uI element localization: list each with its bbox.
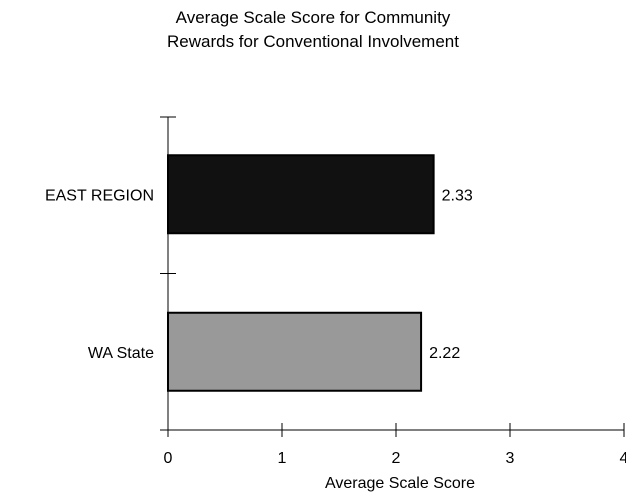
category-label: WA State (88, 345, 154, 362)
data-label: 2.22 (429, 345, 460, 362)
bar (167, 311, 423, 392)
data-label: 2.33 (442, 187, 473, 204)
x-axis-label: Average Scale Score (325, 475, 475, 492)
x-tick-label: 3 (506, 450, 515, 467)
chart-title: Average Scale Score for Community Reward… (0, 6, 626, 54)
x-tick-label: 1 (278, 450, 287, 467)
bar (167, 154, 435, 235)
x-tick-label: 2 (392, 450, 401, 467)
chart-title-line-1: Average Scale Score for Community (175, 8, 451, 27)
chart-title-line-2: Rewards for Conventional Involvement (167, 32, 459, 51)
x-tick-label: 0 (164, 450, 173, 467)
x-tick-label: 4 (620, 450, 626, 467)
category-label: EAST REGION (45, 187, 154, 204)
